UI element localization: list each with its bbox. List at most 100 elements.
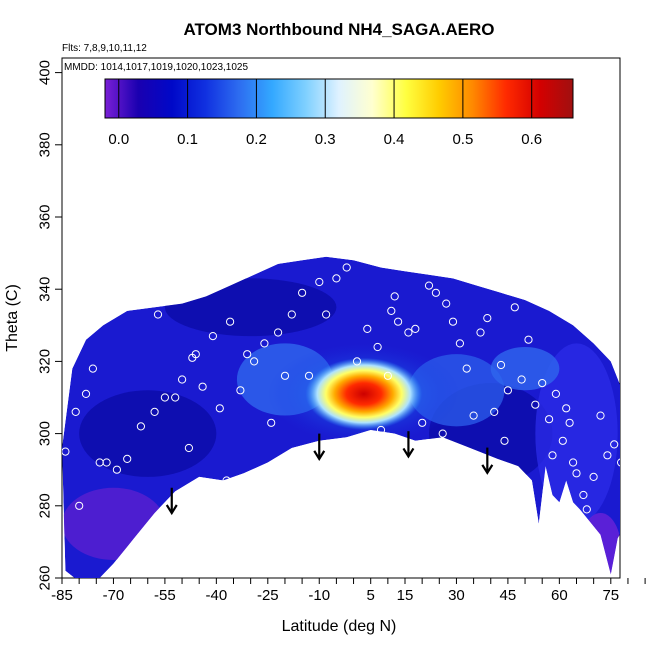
sample-point [332,274,341,283]
plot-frame [61,57,621,579]
x-tick-label: 15 [397,587,414,604]
sample-point [538,379,547,388]
sample-point [462,364,471,373]
x-tick-label: -40 [206,587,228,604]
sample-point [298,288,307,297]
x-tick-label: -70 [103,587,125,604]
sample-point [558,436,567,445]
x-tick-label: -25 [257,587,279,604]
profile-markers [165,431,494,516]
sample-point [208,332,217,341]
sample-point [548,451,557,460]
sample-point [404,328,413,337]
sample-point [572,469,581,478]
y-tick-label: 260 [37,565,54,590]
sample-point [81,389,91,398]
colorbar-tick-label: 0.4 [384,131,405,148]
sample-point [448,317,458,326]
x-tick-label: -55 [154,587,176,604]
sample-point [469,411,478,420]
sample-point [383,371,392,380]
sample-point [250,357,259,366]
dates-subtitle: MMDD: 1014,1017,1019,1020,1023,1025 [64,62,248,73]
sample-point [123,454,132,463]
sample-point [431,288,440,297]
x-axis: -85 -70 -55 -40 -25 -10 5 15 30 45 60 75 [51,578,646,604]
sample-point [411,324,420,333]
sample-point [418,418,427,427]
sample-point [596,411,605,420]
colorbar-tick-label: 0.6 [521,131,542,148]
colorbar-tick-label: 0.3 [315,131,336,148]
heat-band [79,390,217,477]
sample-point [496,360,506,370]
y-tick-label: 340 [37,277,54,302]
sample-point [328,443,338,453]
heat-band [579,513,620,578]
sample-point [260,339,269,348]
sample-point [370,433,379,442]
x-axis-label: Latitude (deg N) [282,618,397,635]
heat-band [164,278,337,337]
sample-point [356,451,365,460]
sample-point [562,404,571,413]
x-tick-label: 30 [448,587,465,604]
sample-points [62,263,631,514]
sample-point [624,470,631,477]
sample-point [198,382,207,391]
sample-point [88,364,98,373]
sample-point [178,375,187,384]
sample-point [191,350,200,359]
sample-point [184,443,193,453]
sample-point [342,263,351,272]
sample-point [387,306,396,315]
sample-point [215,404,224,413]
colorbar-tick-label: 0.1 [177,131,198,148]
sample-point [304,371,314,380]
y-tick-label: 300 [37,421,54,446]
sample-point [171,393,180,402]
colorbar-gradient [104,78,574,119]
sample-point [363,324,372,333]
sample-point [617,458,620,467]
colorbar-tick-label: 0.2 [246,131,267,148]
sample-point [112,465,122,474]
flights-subtitle: Flts: 7,8,9,10,11,12 [62,43,147,54]
y-axis-label: Theta (C) [4,284,21,352]
y-tick-label: 280 [37,493,54,518]
sample-point [62,447,70,456]
sample-point [545,415,554,424]
colorbar-tick-label: 0.5 [452,131,473,148]
y-tick-label: 380 [37,132,54,157]
sample-point [610,440,619,449]
sample-point [438,429,447,438]
sample-point [222,476,231,485]
sample-point [160,393,169,402]
profile-arrow [165,487,178,516]
sample-point [483,314,492,323]
sample-point [500,436,509,445]
y-tick-label: 400 [37,60,54,85]
sample-point [603,451,612,460]
sample-point [315,277,324,287]
sample-point [322,310,331,319]
heat-band [62,487,165,560]
y-tick-label: 320 [37,349,54,374]
y-axis: 260 280 300 320 340 360 380 400 [37,60,62,591]
sample-point [510,303,519,312]
sample-point [75,501,84,510]
sample-point [455,339,464,348]
x-tick-label: 75 [602,587,619,604]
sample-point [531,400,540,409]
x-tick-label: 45 [500,587,517,604]
sample-point [569,458,578,467]
sample-point [280,371,290,380]
profile-arrow [313,433,326,461]
sample-point [136,422,145,431]
sample-point [490,407,499,416]
sample-point [476,328,485,337]
sample-point [582,505,591,514]
sample-point [394,317,403,326]
x-tick-label: -85 [51,587,73,604]
